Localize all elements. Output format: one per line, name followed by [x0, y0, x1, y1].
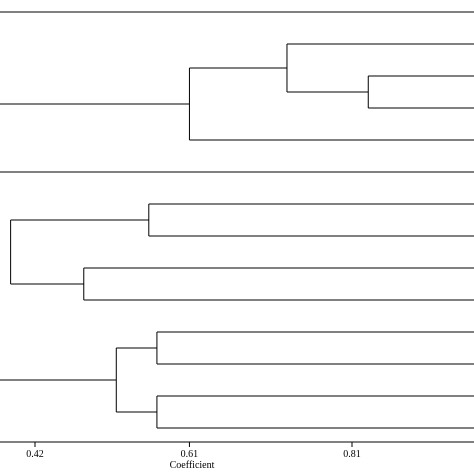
x-tick-label: 0.42: [26, 449, 44, 460]
x-axis-ticks: 0.42 0.61 0.81: [26, 442, 361, 460]
dendrogram-branches: [0, 11, 474, 429]
x-tick-label: 0.81: [343, 449, 361, 460]
x-axis-title: Coefficient: [170, 460, 215, 471]
x-tick-label: 0.61: [181, 449, 199, 460]
